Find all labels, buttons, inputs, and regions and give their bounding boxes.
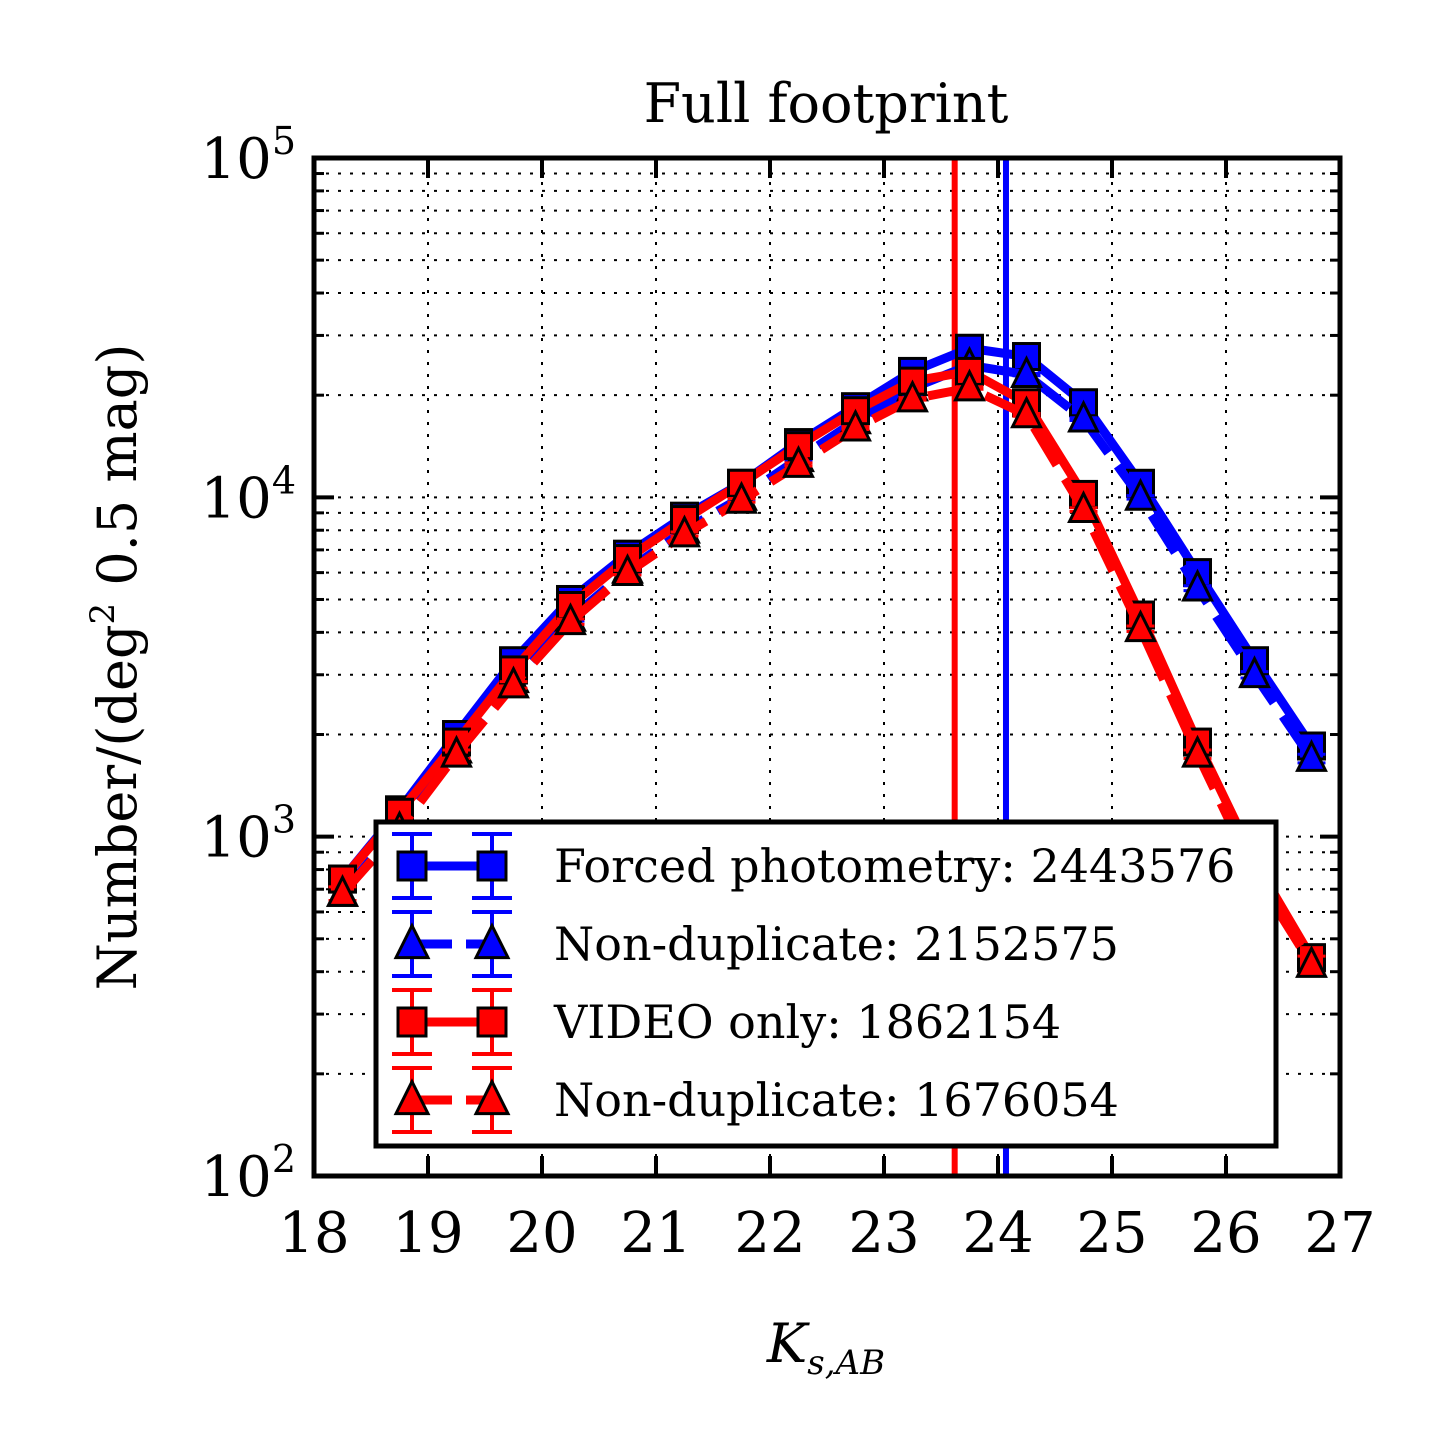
triangle-marker xyxy=(473,922,511,960)
triangle-marker xyxy=(1181,734,1214,768)
triangle-marker xyxy=(1124,477,1157,511)
x-axis-label: Ks,AB xyxy=(766,1312,885,1383)
x-axis-label-main: K xyxy=(766,1312,810,1375)
triangle-marker xyxy=(393,922,431,960)
triangle-marker xyxy=(440,734,473,768)
plot-frame xyxy=(311,155,1343,1179)
x-tick-label: 23 xyxy=(848,1201,919,1266)
y-tick-label: 105 xyxy=(201,119,296,192)
y-tick-label: 102 xyxy=(201,1137,296,1210)
legend-label-nondup-forced: Non-duplicate: 2152575 xyxy=(554,917,1119,971)
y-axis-label-sup: 2 xyxy=(83,603,123,625)
x-tick-label: 22 xyxy=(734,1201,805,1266)
triangle-marker xyxy=(1295,739,1328,772)
legend-handle-3 xyxy=(392,988,512,1056)
square-marker xyxy=(396,850,428,882)
triangle-marker xyxy=(725,480,758,514)
triangle-marker xyxy=(611,553,644,587)
y-axis-label-rest: 0.5 mag) xyxy=(86,344,149,603)
legend-box xyxy=(373,819,1279,1149)
square-marker xyxy=(396,1006,428,1038)
series-4 xyxy=(326,368,1328,978)
x-tick-label: 18 xyxy=(278,1201,349,1266)
triangle-marker xyxy=(1238,655,1271,689)
triangle-marker xyxy=(497,665,530,699)
triangle-marker xyxy=(896,379,929,413)
triangle-marker xyxy=(1295,945,1328,978)
triangle-marker xyxy=(839,408,872,442)
legend: Forced photometry: 2443576 Non-duplicate… xyxy=(373,819,1279,1149)
triangle-marker xyxy=(1067,399,1100,433)
triangle-marker xyxy=(554,602,587,636)
x-axis-label-sub: s,AB xyxy=(807,1343,885,1383)
triangle-marker xyxy=(393,1078,431,1116)
triangle-marker xyxy=(668,514,701,548)
y-axis-label: Number/(deg2 0.5 mag) xyxy=(83,344,149,991)
triangle-marker xyxy=(953,368,986,402)
legend-handle-4 xyxy=(392,1066,512,1134)
axis-ticks: 18 19 20 21 22 23 24 25 26 27 102 103 104 105 xyxy=(201,119,1376,1266)
x-tick-label: 21 xyxy=(620,1201,691,1266)
y-tick-label: 104 xyxy=(201,458,296,531)
triangle-marker xyxy=(1010,395,1043,429)
triangle-marker xyxy=(473,1078,511,1116)
data-series xyxy=(326,333,1328,978)
x-tick-label: 19 xyxy=(392,1201,463,1266)
triangle-marker xyxy=(1181,568,1214,602)
square-marker xyxy=(476,850,508,882)
y-tick-label: 103 xyxy=(201,798,296,871)
triangle-marker xyxy=(1124,609,1157,643)
legend-label-nondup-video: Non-duplicate: 1676054 xyxy=(554,1073,1119,1127)
triangle-marker xyxy=(782,444,815,478)
chart-title: Full footprint xyxy=(644,72,1009,135)
triangle-marker xyxy=(1010,355,1043,388)
series-1 xyxy=(328,333,1326,894)
square-marker xyxy=(476,1006,508,1038)
x-tick-label: 26 xyxy=(1190,1201,1261,1266)
x-tick-label: 24 xyxy=(962,1201,1033,1266)
triangle-marker xyxy=(1067,490,1100,524)
legend-label-video: VIDEO only: 1862154 xyxy=(553,995,1061,1049)
legend-handle-2 xyxy=(392,910,512,978)
y-axis-label-main: Number/(deg xyxy=(86,624,149,990)
x-tick-label: 25 xyxy=(1076,1201,1147,1266)
triangle-marker xyxy=(326,874,359,907)
legend-label-forced: Forced photometry: 2443576 xyxy=(554,839,1235,893)
legend-handles xyxy=(392,832,512,1134)
x-tick-label: 27 xyxy=(1304,1201,1375,1266)
x-tick-label: 20 xyxy=(506,1201,577,1266)
legend-handle-1 xyxy=(392,832,512,900)
